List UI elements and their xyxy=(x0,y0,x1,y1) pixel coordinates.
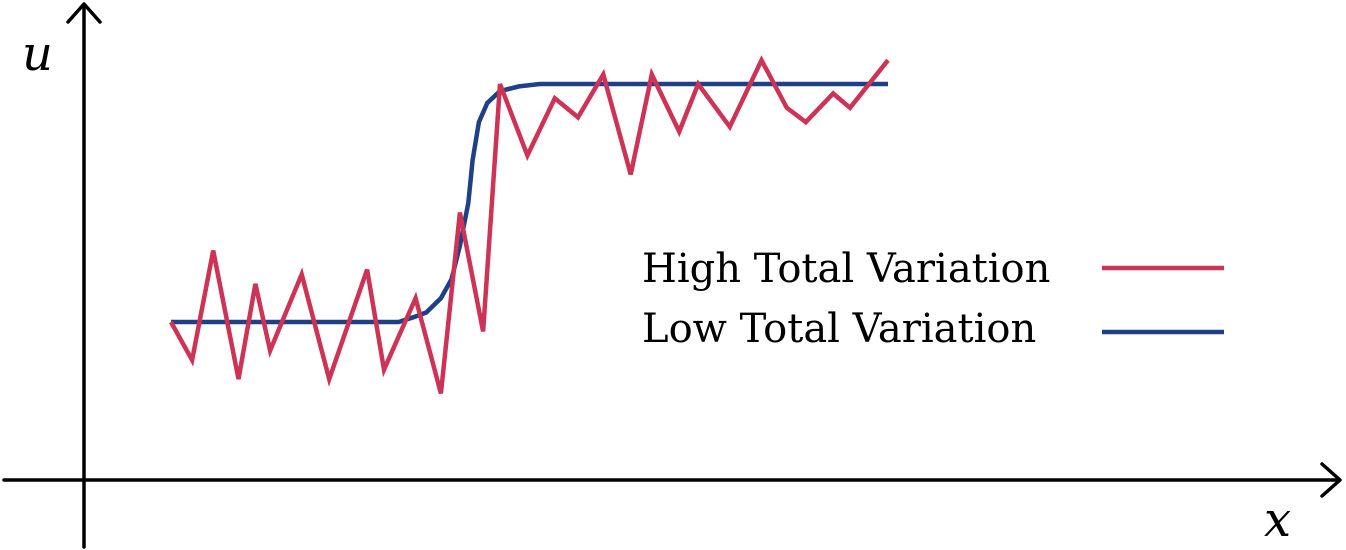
low-total-variation-line xyxy=(171,81,888,325)
legend-label-high-tv: High Total Variation xyxy=(642,246,1050,292)
legend: High Total Variation Low Total Variation xyxy=(642,246,1224,352)
x-axis-arrow-icon xyxy=(1320,462,1342,498)
legend-label-low-tv: Low Total Variation xyxy=(642,306,1036,352)
plot-area xyxy=(169,55,890,394)
high-total-variation-line xyxy=(169,55,890,394)
x-axis-label: x xyxy=(1264,492,1291,548)
y-axis-label: u xyxy=(22,26,53,82)
y-axis-arrow-icon xyxy=(66,2,102,24)
